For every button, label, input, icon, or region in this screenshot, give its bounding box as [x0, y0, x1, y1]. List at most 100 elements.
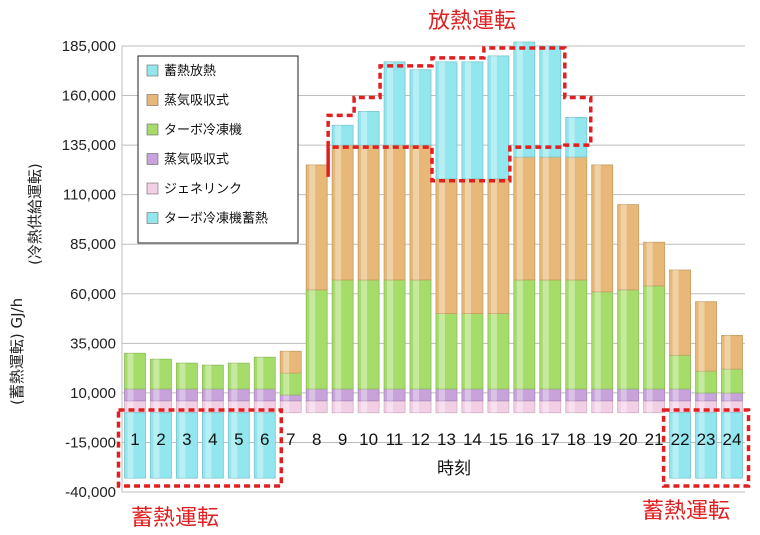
bar-highlight — [594, 388, 601, 401]
bar-highlight — [490, 313, 497, 389]
bar-highlight — [620, 289, 627, 389]
bar-highlight — [283, 400, 290, 413]
y-tick-label: 60,000 — [70, 286, 116, 303]
bar-highlight — [335, 388, 342, 401]
y-tick-label: 10,000 — [70, 385, 116, 402]
bar-highlight — [283, 394, 290, 401]
x-tick-label: 16 — [515, 430, 534, 449]
bar-highlight — [179, 363, 186, 389]
bar-highlight — [309, 400, 316, 413]
bar-highlight — [568, 117, 575, 158]
bar-highlight — [516, 157, 523, 280]
bar-highlight — [387, 61, 394, 146]
y-tick-label: 85,000 — [70, 236, 116, 253]
y-tick-label: 185,000 — [62, 38, 116, 55]
bar-segment — [513, 41, 536, 158]
bar-highlight — [361, 400, 368, 413]
legend-swatch — [146, 182, 159, 195]
x-tick-label: 20 — [619, 430, 638, 449]
bar-highlight — [231, 388, 238, 401]
bar-highlight — [413, 279, 420, 389]
bar-segment — [721, 335, 743, 370]
bar-highlight — [464, 388, 471, 401]
bar-highlight — [438, 178, 445, 314]
legend-label: 蓄熱放熱 — [164, 64, 216, 79]
annotation-outline — [661, 408, 751, 488]
x-tick-label: 18 — [567, 430, 586, 449]
annotation-outline — [116, 408, 284, 488]
bar-segment — [461, 61, 484, 180]
storage-annotation-right: 蓄熱運転 — [642, 499, 730, 524]
bar-segment — [201, 412, 224, 479]
x-tick-label: 6 — [260, 430, 269, 449]
x-tick-label: 2 — [156, 430, 165, 449]
bars — [124, 41, 743, 479]
x-tick-label: 24 — [723, 430, 742, 449]
legend-swatch — [146, 212, 159, 224]
bar-segment — [150, 358, 172, 390]
x-tick-label: 19 — [593, 430, 612, 449]
bar-highlight — [698, 392, 705, 401]
bar-highlight — [724, 335, 731, 370]
bar-highlight — [464, 178, 471, 314]
bar-segment — [124, 352, 146, 390]
bar-highlight — [672, 388, 679, 401]
bar-highlight — [724, 400, 731, 413]
legend-label: ターボ冷凍機 — [164, 122, 242, 138]
bar-highlight — [179, 412, 186, 479]
x-tick-label: 17 — [541, 430, 560, 449]
legend-label: 蒸気吸収式 — [164, 152, 229, 168]
bar-highlight — [724, 369, 731, 393]
x-tick-label: 13 — [437, 430, 456, 449]
bar-segment — [565, 116, 588, 158]
bar-highlight — [387, 145, 394, 280]
bar-segment — [695, 301, 717, 372]
x-tick-label: 8 — [312, 430, 321, 449]
bar-highlight — [516, 279, 523, 389]
bar-highlight — [257, 400, 264, 413]
bar-highlight — [413, 400, 420, 413]
bar-highlight — [205, 388, 212, 401]
bar-highlight — [516, 400, 523, 413]
x-tick-label: 1 — [130, 430, 139, 449]
bar-highlight — [646, 242, 653, 286]
bar-highlight — [438, 388, 445, 401]
bar-highlight — [127, 412, 134, 479]
x-tick-label: 11 — [386, 430, 404, 449]
bar-segment — [617, 204, 640, 291]
bar-segment — [409, 69, 432, 146]
legend-label: ジェネリンク — [164, 182, 242, 197]
y-tick-label: -15,000 — [65, 434, 116, 451]
bar-segment — [435, 61, 458, 180]
x-tick-label: 12 — [411, 430, 430, 449]
bar-highlight — [438, 61, 445, 179]
legend-swatch — [146, 94, 159, 106]
bar-segment — [227, 362, 250, 390]
bar-highlight — [594, 291, 601, 389]
x-tick-label: 3 — [182, 430, 191, 449]
bar-highlight — [646, 400, 653, 413]
y-axis-label-right: (冷熱供給運転) — [26, 163, 44, 265]
bar-highlight — [413, 145, 420, 280]
bar-highlight — [646, 285, 653, 389]
bar-highlight — [542, 157, 549, 280]
bar-highlight — [698, 400, 705, 413]
y-axis-label-left: (蓄熱運転) GJ/h — [8, 298, 26, 405]
bar-highlight — [620, 204, 627, 290]
bar-highlight — [257, 388, 264, 401]
bar-highlight — [594, 164, 601, 292]
y-tick-label: 110,000 — [63, 187, 116, 204]
bar-highlight — [153, 400, 160, 413]
legend-swatch — [146, 123, 159, 136]
bar-segment — [175, 362, 198, 390]
bar-segment — [591, 164, 614, 293]
y-tick-label: 135,000 — [62, 137, 116, 154]
bar-highlight — [542, 279, 549, 389]
bar-highlight — [387, 279, 394, 389]
bar-highlight — [724, 412, 731, 479]
x-tick-label: 7 — [286, 430, 295, 449]
bar-highlight — [672, 400, 679, 413]
bar-highlight — [672, 355, 679, 389]
bar-highlight — [335, 125, 342, 146]
x-tick-label: 14 — [463, 430, 482, 449]
